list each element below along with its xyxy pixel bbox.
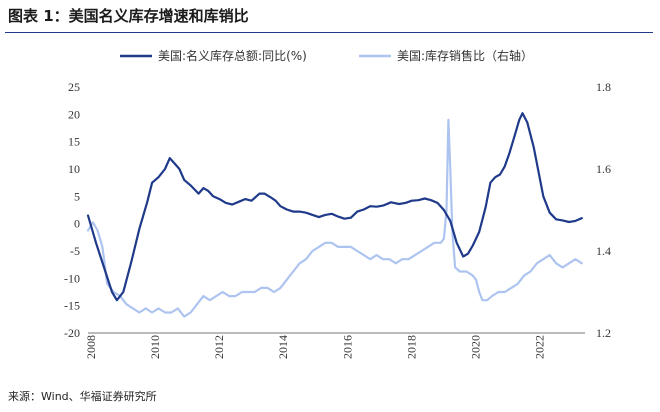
y-left-tick-label: -10: [64, 271, 80, 285]
y-left-tick-label: 10: [68, 162, 80, 176]
x-tick-label: 2014: [276, 335, 290, 359]
y-left-tick-label: 15: [68, 135, 80, 149]
x-axis: 2008 2010 2012 2014 2016 2018 2020 2022: [84, 332, 585, 359]
x-tick-label: 2022: [533, 335, 547, 359]
y-left-tick-label: 5: [74, 189, 80, 203]
left-y-axis: 25 20 15 10 5 0 -5 -10 -15 -20: [64, 80, 80, 340]
series-layer: [86, 112, 583, 318]
legend-label-inventory-yoy: 美国:名义库存总额:同比(%): [158, 48, 307, 63]
y-left-tick-label: 20: [68, 107, 80, 121]
x-tick-label: 2018: [404, 335, 418, 359]
x-tick-label: 2020: [469, 335, 483, 359]
figure-title: 图表 1：美国名义库存增速和库销比: [8, 7, 249, 25]
y-left-tick-label: -15: [64, 299, 80, 313]
x-tick-label: 2010: [148, 335, 162, 359]
source-note: 来源：Wind、华福证券研究所: [8, 390, 157, 403]
title-divider: [5, 32, 653, 33]
y-right-tick-label: 1.6: [596, 162, 611, 176]
legend-label-inventory-sales-ratio: 美国:库存销售比（右轴）: [397, 48, 533, 63]
y-left-tick-label: 25: [68, 80, 80, 94]
right-y-axis: 1.8 1.6 1.4 1.2: [596, 80, 611, 340]
y-left-tick-label: 0: [74, 217, 80, 231]
series-line-inventory-sales-ratio: [86, 118, 583, 318]
x-tick-label: 2012: [212, 335, 226, 359]
y-right-tick-label: 1.2: [596, 326, 611, 340]
y-right-tick-label: 1.8: [596, 80, 611, 94]
legend: 美国:名义库存总额:同比(%) 美国:库存销售比（右轴）: [120, 48, 533, 63]
x-tick-label: 2016: [340, 335, 354, 359]
x-tick-label: 2008: [84, 335, 98, 359]
y-left-tick-label: -5: [70, 244, 80, 258]
series-line-inventory-yoy: [86, 112, 583, 302]
y-left-tick-label: -20: [64, 326, 80, 340]
y-right-tick-label: 1.4: [596, 244, 611, 258]
